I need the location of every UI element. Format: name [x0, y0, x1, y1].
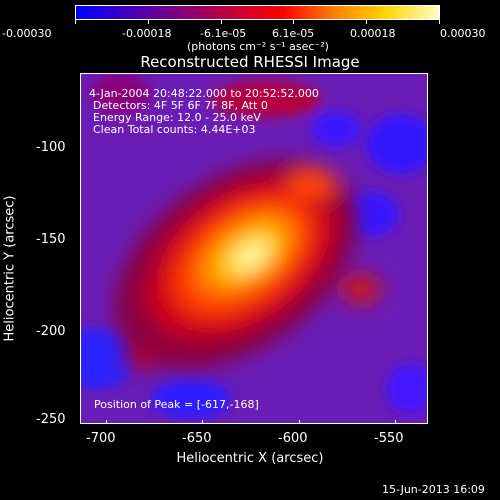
x-axis-tick-label: -600	[278, 431, 308, 446]
heatmap-image	[81, 74, 427, 423]
colorbar-tick-label: -0.00030	[2, 27, 52, 40]
y-axis-tick-label: -200	[36, 324, 66, 339]
y-axis-label: Heliocentric Y (arcsec)	[2, 195, 18, 342]
x-axis-ticks	[80, 414, 428, 424]
x-axis-tick-label: -550	[374, 431, 404, 446]
overlay-detectors: Detectors: 4F 5F 6F 7F 8F, Att 0	[93, 99, 268, 112]
overlay-peak-position: Position of Peak = [-617,-168]	[94, 398, 259, 411]
y-axis-tick-label: -150	[36, 232, 66, 247]
overlay-time-range: 4-Jan-2004 20:48:22.000 to 20:52:52.000	[89, 87, 319, 100]
footer-timestamp: 15-Jun-2013 16:09	[382, 483, 485, 496]
x-axis-tick-label: -650	[182, 431, 212, 446]
colorbar-tick-marks	[75, 20, 440, 24]
x-axis-label: Heliocentric X (arcsec)	[176, 451, 324, 466]
colorbar-tick-label: 0.00018	[350, 27, 396, 40]
y-axis-tick-label: -100	[36, 140, 66, 155]
page-title: Reconstructed RHESSI Image	[140, 53, 360, 71]
colorbar-units: (photons cm⁻² s⁻¹ asec⁻²)	[187, 40, 329, 53]
overlay-energy: Energy Range: 12.0 - 25.0 keV	[93, 111, 261, 124]
y-axis-tick-label: -250	[36, 412, 66, 427]
colorbar-tick-label: 0.00030	[440, 27, 486, 40]
rhessi-image: 4-Jan-2004 20:48:22.000 to 20:52:52.000 …	[80, 73, 428, 424]
colorbar-tick-label: -6.1e-05	[200, 27, 247, 40]
x-axis-tick-label: -700	[86, 431, 116, 446]
colorbar-tick-label: -0.00018	[122, 27, 172, 40]
colorbar	[75, 5, 440, 20]
overlay-clean: Clean Total counts: 4.44E+03	[93, 123, 256, 136]
colorbar-tick-label: 6.1e-05	[272, 27, 315, 40]
